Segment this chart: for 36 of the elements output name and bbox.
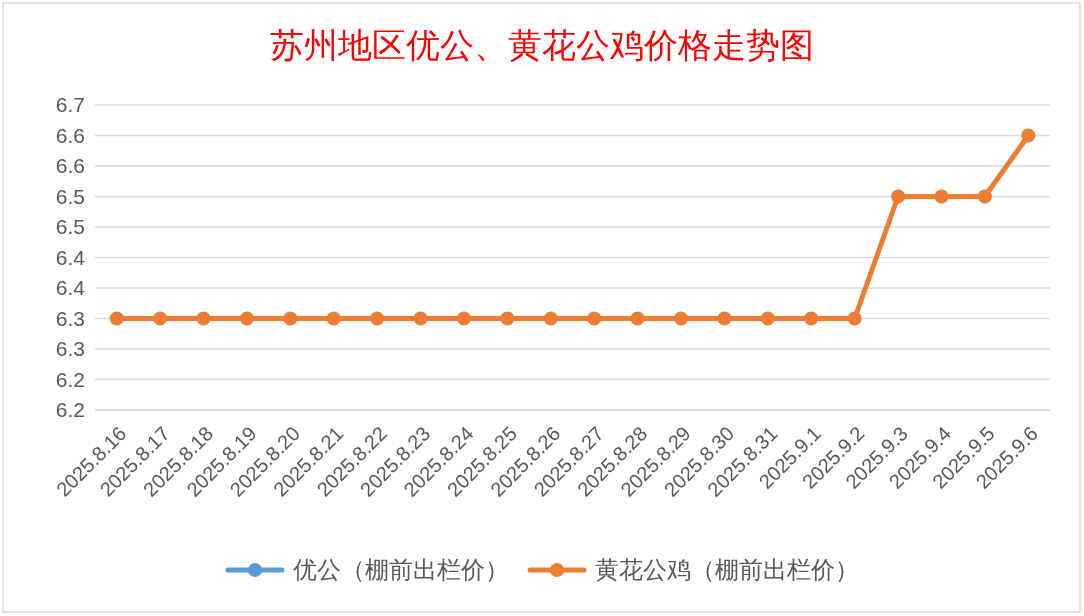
- point: [847, 311, 862, 326]
- y-tick-label: 6.6: [55, 154, 85, 178]
- point: [804, 311, 819, 326]
- y-tick-label: 6.3: [55, 306, 85, 330]
- y-tick-label: 6.2: [55, 398, 85, 422]
- legend-label: 黄花公鸡（棚前出栏价）: [595, 556, 859, 584]
- point: [1021, 128, 1036, 143]
- point: [500, 311, 515, 326]
- point: [370, 311, 385, 326]
- y-tick-label: 6.4: [55, 245, 85, 269]
- point: [977, 189, 992, 204]
- point: [891, 189, 906, 204]
- point: [760, 311, 775, 326]
- y-tick-label: 6.5: [55, 184, 85, 208]
- y-tick-label: 6.3: [55, 337, 85, 361]
- point: [674, 311, 689, 326]
- y-tick-label: 6.2: [55, 367, 85, 391]
- point: [283, 311, 298, 326]
- point: [326, 311, 341, 326]
- title: 苏州地区优公、黄花公鸡价格走势图: [270, 27, 814, 64]
- legend-label: 优公（棚前出栏价）: [293, 556, 509, 584]
- point: [717, 311, 732, 326]
- y-tick-label: 6.6: [55, 123, 85, 147]
- point: [196, 311, 211, 326]
- point: [587, 311, 602, 326]
- y-tick-label: 6.4: [55, 276, 85, 300]
- point: [543, 311, 558, 326]
- point: [630, 311, 645, 326]
- point: [456, 311, 471, 326]
- point: [239, 311, 254, 326]
- y-tick-label: 6.7: [55, 93, 85, 117]
- y-tick-label: 6.5: [55, 215, 85, 239]
- point: [153, 311, 168, 326]
- point: [109, 311, 124, 326]
- point: [413, 311, 428, 326]
- point: [934, 189, 949, 204]
